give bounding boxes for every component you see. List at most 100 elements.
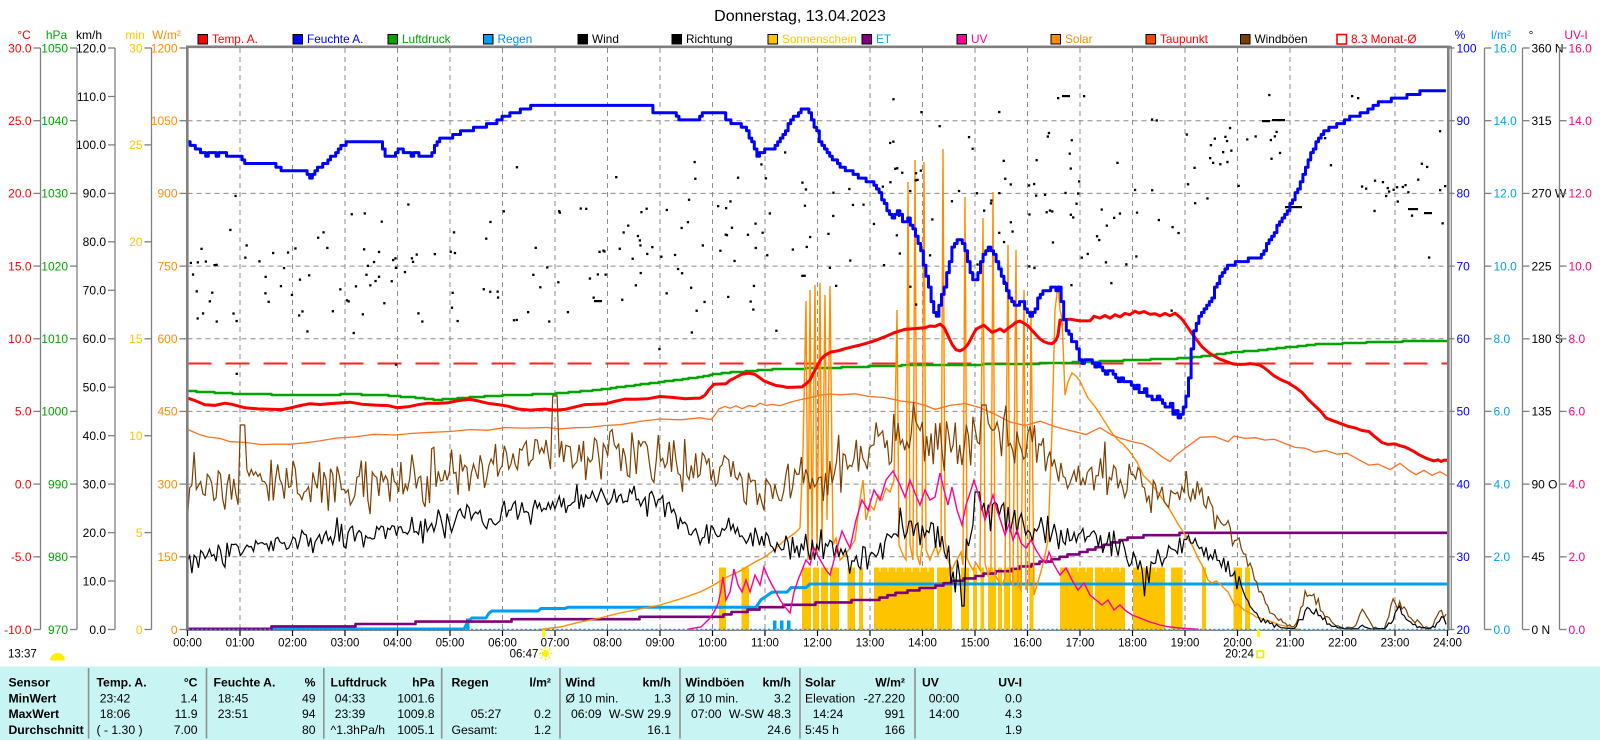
svg-text:^1.3hPa/h: ^1.3hPa/h (331, 723, 386, 737)
svg-text:hPa: hPa (46, 28, 68, 42)
svg-text:16.1: 16.1 (647, 723, 671, 737)
svg-text:23:00: 23:00 (1381, 638, 1410, 650)
svg-text:14:00: 14:00 (908, 638, 937, 650)
svg-text:12.0: 12.0 (1569, 187, 1593, 201)
svg-text:UV-I: UV-I (1564, 28, 1587, 42)
svg-text:1.2: 1.2 (534, 723, 551, 737)
svg-text:Luftdruck: Luftdruck (331, 676, 387, 690)
svg-text:Windböen: Windböen (1255, 32, 1308, 46)
svg-text:Taupunkt: Taupunkt (1160, 32, 1209, 46)
svg-text:4.0: 4.0 (1494, 477, 1511, 491)
svg-text:0.0: 0.0 (15, 477, 32, 491)
svg-text:0: 0 (136, 623, 143, 637)
svg-text:970: 970 (48, 623, 68, 637)
svg-text:MinWert: MinWert (9, 692, 57, 706)
svg-text:1000: 1000 (41, 405, 68, 419)
svg-text:750: 750 (157, 259, 177, 273)
svg-text:23:39: 23:39 (335, 707, 366, 721)
svg-text:0.0: 0.0 (1569, 623, 1586, 637)
svg-text:100: 100 (1457, 41, 1477, 55)
svg-text:08:00: 08:00 (593, 638, 622, 650)
svg-text:20:00: 20:00 (1223, 638, 1252, 650)
svg-text:Solar: Solar (805, 676, 836, 690)
svg-text:11.9: 11.9 (175, 707, 198, 721)
svg-text:-27.220: -27.220 (864, 692, 906, 706)
svg-text:00:00: 00:00 (929, 692, 960, 706)
svg-text:1009.8: 1009.8 (397, 707, 434, 721)
svg-text:10:00: 10:00 (698, 638, 727, 650)
svg-text:0.0: 0.0 (1005, 692, 1022, 706)
svg-text:0.0: 0.0 (1494, 623, 1511, 637)
svg-text:7.00: 7.00 (174, 723, 198, 737)
svg-text:15.0: 15.0 (8, 259, 32, 273)
svg-text:Regen: Regen (498, 32, 533, 46)
svg-text:10.0: 10.0 (83, 574, 107, 588)
svg-text:16.0: 16.0 (1569, 41, 1593, 55)
svg-text:90: 90 (1457, 114, 1471, 128)
svg-text:1020: 1020 (41, 259, 68, 273)
svg-text:8.0: 8.0 (1494, 332, 1511, 346)
svg-text:40: 40 (1457, 477, 1471, 491)
svg-text:980: 980 (48, 550, 68, 564)
svg-text:135: 135 (1532, 405, 1552, 419)
svg-text:02:00: 02:00 (278, 638, 307, 650)
svg-text:Feuchte A.: Feuchte A. (214, 676, 276, 690)
svg-text:22:00: 22:00 (1328, 638, 1357, 650)
svg-text:0 N: 0 N (1532, 623, 1551, 637)
svg-text:20: 20 (1457, 623, 1471, 637)
svg-text:10: 10 (129, 429, 143, 443)
svg-text:15: 15 (129, 332, 143, 346)
svg-text:05:00: 05:00 (436, 638, 465, 650)
svg-text:24.6: 24.6 (767, 723, 791, 737)
svg-text:W-SW 48.3: W-SW 48.3 (729, 707, 791, 721)
svg-text:12.0: 12.0 (1494, 187, 1518, 201)
svg-text:Temp. A.: Temp. A. (97, 676, 147, 690)
svg-text:07:00: 07:00 (691, 707, 722, 721)
svg-text:19:00: 19:00 (1171, 638, 1200, 650)
svg-text:90 O: 90 O (1532, 477, 1558, 491)
svg-text:40.0: 40.0 (83, 429, 107, 443)
svg-text:°C: °C (184, 676, 198, 690)
svg-text:600: 600 (157, 332, 177, 346)
svg-text:6.0: 6.0 (1569, 405, 1586, 419)
svg-text:°: ° (1529, 28, 1534, 42)
svg-text:km/h: km/h (763, 676, 791, 690)
svg-text:Donnerstag, 13.04.2023: Donnerstag, 13.04.2023 (714, 8, 886, 25)
svg-text:60: 60 (1457, 332, 1471, 346)
svg-text:Feuchte A.: Feuchte A. (307, 32, 363, 46)
svg-text:100.0: 100.0 (76, 138, 106, 152)
svg-text:09:00: 09:00 (646, 638, 675, 650)
svg-text:110.0: 110.0 (77, 90, 106, 104)
svg-text:315: 315 (1532, 114, 1552, 128)
svg-text:Solar: Solar (1065, 32, 1093, 46)
svg-text:km/h: km/h (643, 676, 671, 690)
svg-text:l/m²: l/m² (1491, 28, 1511, 42)
svg-text:03:00: 03:00 (331, 638, 360, 650)
svg-text:Wind: Wind (566, 676, 596, 690)
svg-text:80: 80 (1457, 187, 1471, 201)
svg-text:1050: 1050 (41, 41, 68, 55)
svg-text:30: 30 (1457, 550, 1471, 564)
svg-text:49: 49 (302, 692, 316, 706)
svg-text:16.0: 16.0 (1494, 41, 1518, 55)
svg-text:W/m²: W/m² (152, 28, 181, 42)
svg-text:20: 20 (129, 235, 143, 249)
svg-text:05:27: 05:27 (471, 707, 502, 721)
svg-text:900: 900 (157, 187, 177, 201)
svg-text:1.9: 1.9 (1005, 723, 1022, 737)
svg-text:1.4: 1.4 (181, 692, 198, 706)
svg-text:16:00: 16:00 (1013, 638, 1042, 650)
svg-text:2.0: 2.0 (1494, 550, 1511, 564)
svg-text:270 W: 270 W (1532, 187, 1567, 201)
svg-text:70.0: 70.0 (83, 284, 107, 298)
svg-text:18:00: 18:00 (1118, 638, 1147, 650)
svg-text:13:37: 13:37 (8, 649, 37, 661)
svg-text:5.0: 5.0 (15, 405, 32, 419)
svg-text:10.0: 10.0 (1494, 259, 1518, 273)
svg-text:21:00: 21:00 (1276, 638, 1305, 650)
svg-text:1030: 1030 (41, 187, 68, 201)
svg-text:8.3 Monat-Ø: 8.3 Monat-Ø (1351, 32, 1417, 46)
svg-text:ET: ET (876, 32, 891, 46)
svg-text:Richtung: Richtung (686, 32, 733, 46)
svg-text:07:00: 07:00 (541, 638, 570, 650)
